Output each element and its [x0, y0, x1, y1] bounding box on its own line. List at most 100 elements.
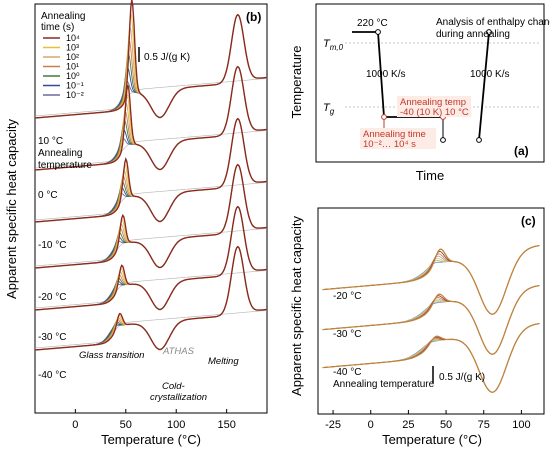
- c-xtick-label: 0: [368, 419, 374, 431]
- panel-c-label: (c): [521, 214, 536, 228]
- analysis-label-1: Analysis of enthalpy change: [436, 17, 550, 28]
- athas-baseline: [34, 310, 268, 349]
- row-label-annealing-line2: temperature: [38, 160, 92, 171]
- legend-label: 10⁴: [66, 33, 80, 43]
- annotation-cold-crystallization-1: Cold-: [162, 381, 185, 392]
- c-row-label-minus40C: -40 °C: [333, 367, 361, 378]
- legend-label: 10⁰: [66, 71, 80, 81]
- panel-a-label: (a): [514, 144, 529, 158]
- row-label-10C: 10 °C: [38, 136, 63, 147]
- panel-b-scalebar: 0.5 J/(g K): [138, 47, 190, 63]
- panel-a-xlabel: Time: [416, 168, 444, 183]
- athas-baseline: [34, 270, 268, 309]
- heat-rate-label: 1000 K/s: [470, 69, 509, 80]
- tm0-label: Tm,0: [323, 38, 344, 52]
- legend-title-line2: time (s): [41, 22, 74, 33]
- athas-baseline: [34, 78, 268, 117]
- anneal-temp-label-2: -40 (10 K) 10 °C: [400, 107, 469, 118]
- analysis-label-2: during annealing: [436, 29, 510, 40]
- c-curve: [322, 284, 540, 355]
- c-xtick-label: 50: [440, 419, 452, 431]
- c-scale-bar-label: 0.5 J/(g K): [439, 372, 485, 383]
- panel-c: (c) Apparent specific heat capacity Temp…: [289, 207, 545, 447]
- row-label-annealing-line1: Annealing: [38, 148, 82, 159]
- b-curve: [34, 163, 268, 269]
- b-xtick-label: 150: [217, 419, 235, 431]
- annotation-cold-crystallization-2: crystallization: [150, 392, 207, 403]
- panel-a-frame: [315, 3, 545, 163]
- thermal-protocol-heat: [478, 31, 490, 141]
- b-curve: [34, 65, 268, 171]
- panel-c-ylabel: Apparent specific heat capacity: [289, 216, 304, 396]
- legend-title-line1: Annealing: [41, 11, 85, 22]
- c-curve: [322, 322, 540, 393]
- b-curve: [34, 164, 268, 269]
- c-row-label-minus30C: -30 °C: [333, 329, 361, 340]
- c-xtick-label: -25: [325, 419, 341, 431]
- legend-label: 10³: [66, 43, 79, 53]
- anneal-temp-box: [397, 96, 471, 117]
- b-curve: [34, 164, 268, 269]
- panel-a-ylabel: Temperature: [289, 46, 304, 119]
- row-label-minus40C: -40 °C: [38, 370, 66, 381]
- row-label-0C: 0 °C: [38, 190, 58, 201]
- scale-bar-label: 0.5 J/(g K): [144, 52, 190, 63]
- athas-baseline: [34, 130, 268, 169]
- anneal-start-point: [381, 114, 387, 120]
- c-row-label-minus20C: -20 °C: [333, 291, 361, 302]
- panel-b-x-axis: 0 50 100 150: [72, 409, 236, 431]
- annotation-glass-transition: Glass transition: [79, 350, 144, 361]
- row-label-minus20C: -20 °C: [38, 292, 66, 303]
- panel-c-frame: [317, 207, 545, 415]
- athas-baseline: [34, 182, 268, 221]
- c-xtick-label: 75: [478, 419, 490, 431]
- c-xtick-label: 25: [402, 419, 414, 431]
- b-curve: [34, 0, 268, 119]
- b-curve: [34, 245, 268, 351]
- b-curve: [34, 164, 268, 269]
- b-curve: [34, 164, 268, 269]
- start-temp-label: 220 °C: [357, 18, 388, 29]
- panel-b: (b) Apparent specific heat capacity Temp…: [4, 0, 268, 447]
- b-xtick-label: 50: [120, 419, 132, 431]
- annotation-melting: Melting: [208, 356, 239, 367]
- anneal-time-box: [360, 128, 436, 149]
- tg-label: Tg: [323, 102, 335, 116]
- panel-a: (a) Temperature Time Tm,0 Tg 220 °C 1000…: [289, 3, 550, 183]
- panel-b-annotations: Glass transition ATHAS Cold- crystalliza…: [79, 346, 239, 403]
- anneal-temp-label-1: Annealing temp: [400, 97, 466, 108]
- quench-end-point: [440, 137, 446, 143]
- panel-b-curves: [34, 0, 268, 351]
- row-label-minus10C: -10 °C: [38, 240, 66, 251]
- athas-baseline: [34, 228, 268, 267]
- panel-b-ylabel: Apparent specific heat capacity: [4, 119, 19, 299]
- b-xtick-label: 100: [167, 419, 185, 431]
- panel-b-xlabel: Temperature (°C): [101, 432, 201, 447]
- c-xtick-label: 100: [512, 419, 530, 431]
- legend-label: 10⁻²: [66, 90, 84, 100]
- panel-c-x-axis: -25 0 25 50 75 100: [325, 410, 531, 431]
- heat-start-point: [476, 137, 482, 143]
- panel-b-frame: [34, 3, 268, 414]
- panel-b-legend: Annealing time (s) 10⁴10³10²10¹10⁰10⁻¹10…: [41, 11, 85, 100]
- c-row-label-annealing-temperature: Annealing temperature: [333, 379, 435, 390]
- legend-label: 10²: [66, 52, 79, 62]
- annotation-athas: ATHAS: [162, 346, 195, 357]
- panel-b-label: (b): [246, 10, 261, 24]
- panel-b-row-labels: 10 °C Annealing temperature 0 °C -10 °C …: [38, 136, 92, 381]
- b-xtick-label: 0: [72, 419, 78, 431]
- b-curve: [34, 117, 268, 223]
- b-curve: [34, 205, 268, 311]
- heat-end-point: [486, 29, 492, 35]
- anneal-time-label-2: 10⁻²… 10⁴ s: [363, 139, 416, 150]
- b-curve: [34, 164, 268, 269]
- cool-rate-label: 1000 K/s: [366, 69, 405, 80]
- panel-c-xlabel: Temperature (°C): [382, 432, 482, 447]
- anneal-time-label-1: Annealing time: [363, 129, 426, 140]
- b-curve: [34, 164, 268, 269]
- panel-c-curves: [322, 244, 540, 393]
- legend-label: 10⁻¹: [66, 81, 84, 91]
- legend-label: 10¹: [66, 62, 79, 72]
